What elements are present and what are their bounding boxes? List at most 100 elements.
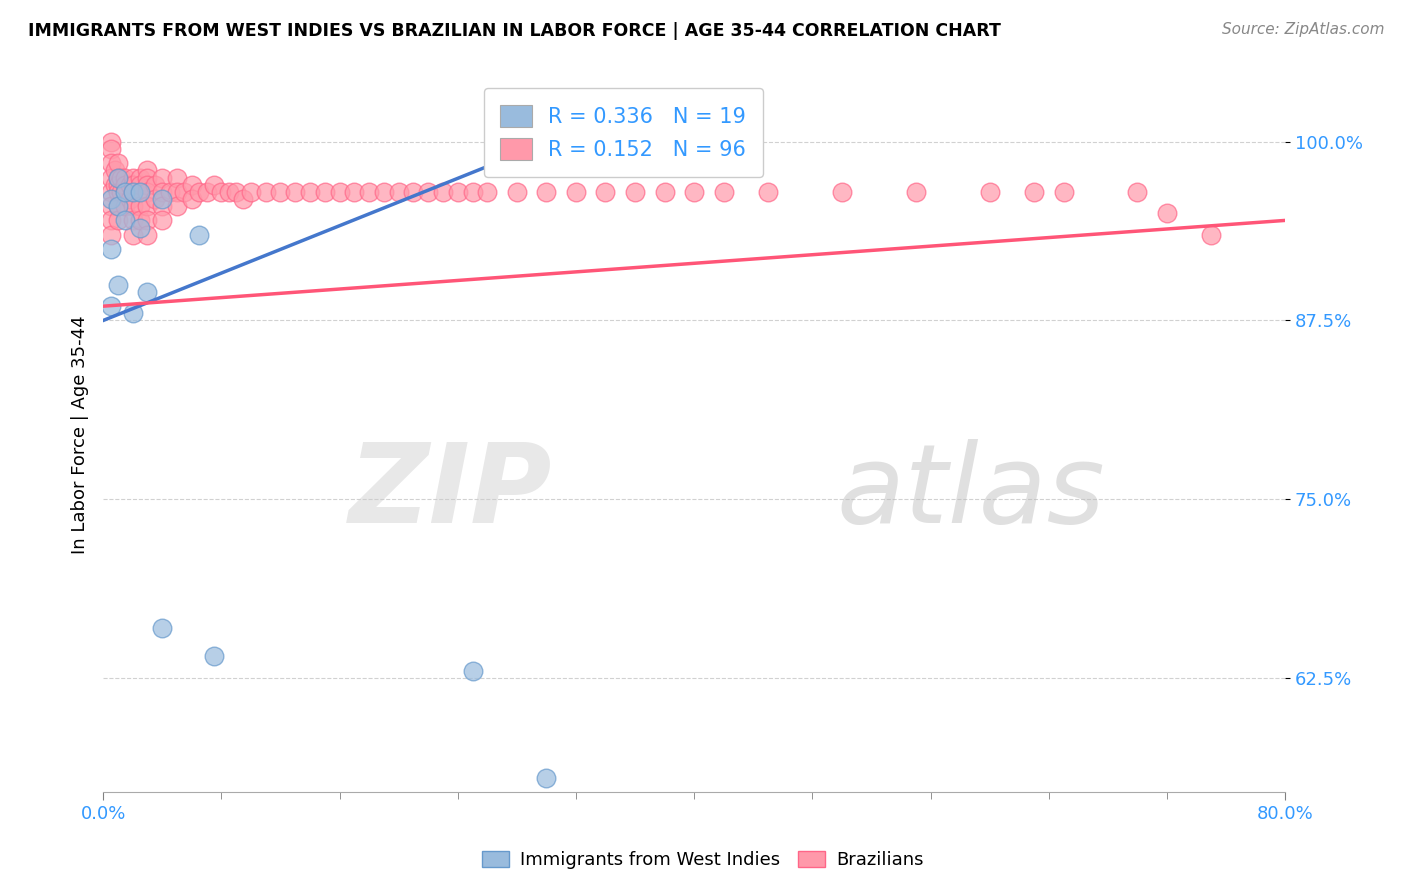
Point (100, 299, 122, 313)
Point (166, 185, 188, 199)
Point (1022, 185, 1045, 199)
Point (150, 192, 173, 206)
Point (121, 170, 143, 185)
Point (756, 185, 779, 199)
Point (202, 649, 225, 664)
Text: Source: ZipAtlas.com: Source: ZipAtlas.com (1222, 22, 1385, 37)
Point (107, 170, 129, 185)
Point (136, 178, 159, 192)
Point (121, 227, 143, 242)
Point (298, 185, 321, 199)
Point (143, 178, 166, 192)
Point (114, 185, 136, 199)
Point (432, 185, 454, 199)
Point (121, 306, 143, 320)
Point (100, 213, 122, 227)
Point (536, 771, 558, 785)
Point (100, 135, 122, 149)
Point (104, 178, 127, 192)
Point (129, 170, 152, 185)
Point (461, 185, 484, 199)
Point (107, 185, 129, 199)
Point (654, 185, 676, 199)
Point (114, 170, 136, 185)
Point (831, 185, 853, 199)
Point (100, 192, 122, 206)
Point (121, 185, 143, 199)
Point (225, 185, 247, 199)
Point (683, 185, 706, 199)
Point (100, 156, 122, 170)
Point (114, 213, 136, 227)
Point (136, 285, 159, 299)
Point (595, 185, 617, 199)
Point (269, 185, 291, 199)
Point (121, 185, 143, 199)
Point (100, 185, 122, 199)
Point (107, 178, 129, 192)
Point (188, 185, 211, 199)
Point (173, 185, 195, 199)
Point (136, 170, 159, 185)
Point (110, 170, 132, 185)
Point (100, 170, 122, 185)
Point (328, 185, 350, 199)
Point (129, 185, 152, 199)
Point (107, 277, 129, 292)
Point (150, 213, 173, 227)
Point (136, 163, 159, 178)
Point (343, 185, 366, 199)
Point (209, 185, 232, 199)
Legend: Immigrants from West Indies, Brazilians: Immigrants from West Indies, Brazilians (474, 842, 932, 879)
Point (150, 621, 173, 635)
Point (202, 178, 225, 192)
Point (118, 192, 141, 206)
Point (373, 185, 395, 199)
Point (121, 199, 143, 213)
Point (114, 199, 136, 213)
Point (107, 199, 129, 213)
Point (180, 192, 202, 206)
Point (402, 185, 425, 199)
Point (188, 227, 211, 242)
Point (1126, 185, 1149, 199)
Point (107, 156, 129, 170)
Point (150, 199, 173, 213)
Point (239, 185, 262, 199)
Point (536, 185, 558, 199)
Point (418, 185, 440, 199)
Point (136, 199, 159, 213)
Point (118, 178, 141, 192)
Point (284, 185, 307, 199)
Point (195, 185, 218, 199)
Point (565, 185, 588, 199)
Point (150, 185, 173, 199)
Point (477, 185, 499, 199)
Point (100, 227, 122, 242)
Point (218, 185, 240, 199)
Point (150, 170, 173, 185)
Point (129, 185, 152, 199)
Point (129, 220, 152, 235)
Point (100, 242, 122, 256)
Point (121, 213, 143, 227)
Point (121, 178, 143, 192)
Point (713, 185, 735, 199)
Point (447, 185, 470, 199)
Point (359, 185, 381, 199)
Point (143, 192, 166, 206)
Point (129, 213, 152, 227)
Point (979, 185, 1001, 199)
Point (100, 142, 122, 156)
Point (107, 213, 129, 227)
Point (388, 185, 411, 199)
Point (506, 185, 529, 199)
Point (104, 163, 127, 178)
Point (100, 199, 122, 213)
Point (1052, 185, 1074, 199)
Point (1156, 206, 1178, 220)
Point (624, 185, 647, 199)
Point (232, 192, 254, 206)
Point (180, 178, 202, 192)
Point (114, 178, 136, 192)
